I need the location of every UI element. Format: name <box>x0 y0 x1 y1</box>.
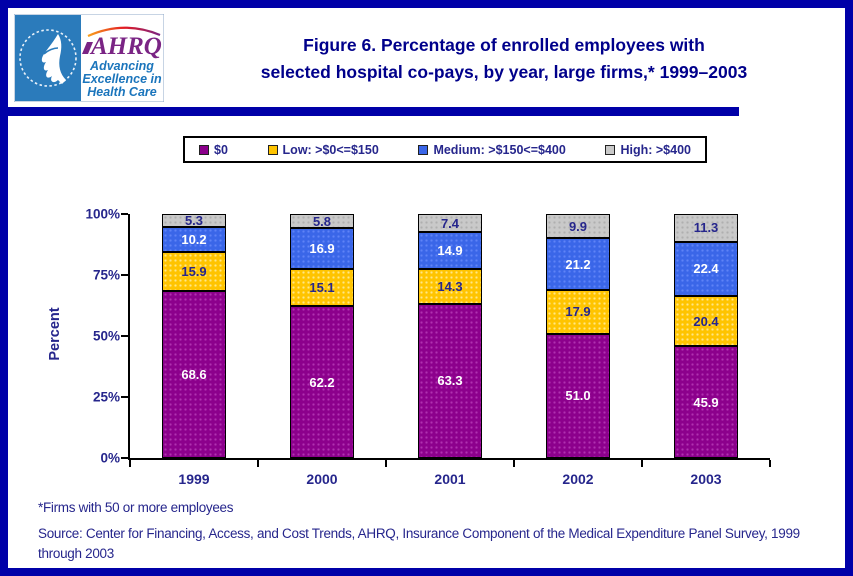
x-axis-tick <box>385 460 387 467</box>
y-axis-tick <box>121 396 128 398</box>
tagline-line3: Health Care <box>87 85 157 99</box>
x-axis-tick <box>513 460 515 467</box>
hhs-seal-icon <box>15 15 81 101</box>
bar-segment: 14.3 <box>418 268 482 304</box>
legend-item: Medium: >$150<=$400 <box>418 142 566 157</box>
y-axis-tick-label: 25% <box>92 389 120 405</box>
bar-column: 51.0 17.9 21.2 9.9 <box>514 214 642 458</box>
bar-segment: 5.3 <box>162 214 226 227</box>
bar-segment: 15.9 <box>162 251 226 291</box>
tagline-line2: Excellence in <box>82 72 162 86</box>
x-axis-category-label: 2001 <box>434 471 466 487</box>
x-axis-tick <box>769 460 771 467</box>
bar-segment: 10.2 <box>162 226 226 252</box>
bar-segment: 45.9 <box>674 346 738 458</box>
bar-segment: 63.3 <box>418 303 482 458</box>
bar-segment: 22.4 <box>674 241 738 297</box>
y-axis-title: Percent <box>47 307 63 361</box>
y-axis-tick-label: 50% <box>92 328 120 344</box>
bar-segment: 11.3 <box>674 214 738 242</box>
y-axis-tick <box>121 274 128 276</box>
legend-swatch-icon <box>199 144 209 155</box>
bar-segment: 20.4 <box>674 296 738 347</box>
bar-segment: 16.9 <box>290 228 354 270</box>
x-axis-tick <box>129 460 131 467</box>
legend-item-label: $0 <box>214 142 228 157</box>
bar-segment: 5.8 <box>290 214 354 229</box>
bar-segment: 14.9 <box>418 232 482 269</box>
page-title: Figure 6. Percentage of enrolled employe… <box>180 32 828 86</box>
bar-segment: 17.9 <box>546 289 610 334</box>
bar-column: 62.2 15.1 16.9 5.8 <box>258 214 386 458</box>
legend-swatch-icon <box>418 144 429 155</box>
plot-area: 0% 25% 50% 75% 100% 68.6 15.9 10.2 5.3 1999 62.2 15… <box>85 207 771 487</box>
legend-item-label: Low: >$0<=$150 <box>282 142 379 157</box>
x-axis-tick <box>257 460 259 467</box>
y-axis-tick-label: 100% <box>85 206 120 222</box>
y-axis-tick <box>121 335 128 337</box>
legend-swatch-icon <box>267 144 278 155</box>
x-axis-category-label: 1999 <box>178 471 210 487</box>
x-axis-tick <box>641 460 643 467</box>
bar-segment: 62.2 <box>290 306 354 458</box>
hhs-ahrq-logo: AHRQ Advancing Excellence in Health Care <box>13 13 165 107</box>
chart-legend: $0 Low: >$0<=$150 Medium: >$150<=$400 High:… <box>183 136 707 163</box>
x-axis-category-label: 2000 <box>306 471 338 487</box>
footnote-source: Source: Center for Financing, Access, an… <box>38 526 800 562</box>
bar-segment: 21.2 <box>546 238 610 290</box>
legend-item: High: >$400 <box>605 143 691 157</box>
tagline-line1: Advancing <box>89 59 154 73</box>
y-axis-tick <box>121 213 128 215</box>
legend-swatch-icon <box>605 144 616 155</box>
y-axis-tick-label: 0% <box>100 450 120 466</box>
ahrq-wordmark: AHRQ Advancing Excellence in Health Care <box>82 26 162 99</box>
bar-segment: 15.1 <box>290 269 354 307</box>
footnote-firms: *Firms with 50 or more employees <box>38 500 234 515</box>
y-axis-tick-label: 75% <box>92 267 120 283</box>
bar-segment: 51.0 <box>546 333 610 458</box>
page-title-line1: Figure 6. Percentage of enrolled employe… <box>303 35 705 55</box>
bar-segment: 68.6 <box>162 290 226 458</box>
ahrq-text: AHRQ <box>89 33 162 60</box>
bar-column: 45.9 20.4 22.4 11.3 <box>642 214 770 458</box>
page-title-line2: selected hospital co-pays, by year, larg… <box>260 62 748 83</box>
x-axis-category-label: 2003 <box>690 471 722 487</box>
bar-segment: 7.4 <box>418 214 482 233</box>
x-axis-category-label: 2002 <box>562 471 594 487</box>
bar-segment: 9.9 <box>546 214 610 239</box>
legend-item-label: High: >$400 <box>620 142 691 157</box>
bar-column: 68.6 15.9 10.2 5.3 <box>130 214 258 458</box>
header-divider <box>8 107 739 116</box>
bar-column: 63.3 14.3 14.9 7.4 <box>386 214 514 458</box>
legend-item: Low: >$0<=$150 <box>267 142 379 157</box>
legend-item-label: Medium: >$150<=$400 <box>433 142 566 157</box>
logo-graphic: AHRQ Advancing Excellence in Health Care <box>13 13 165 103</box>
legend-item: $0 <box>199 143 228 157</box>
y-axis-tick <box>121 457 128 459</box>
